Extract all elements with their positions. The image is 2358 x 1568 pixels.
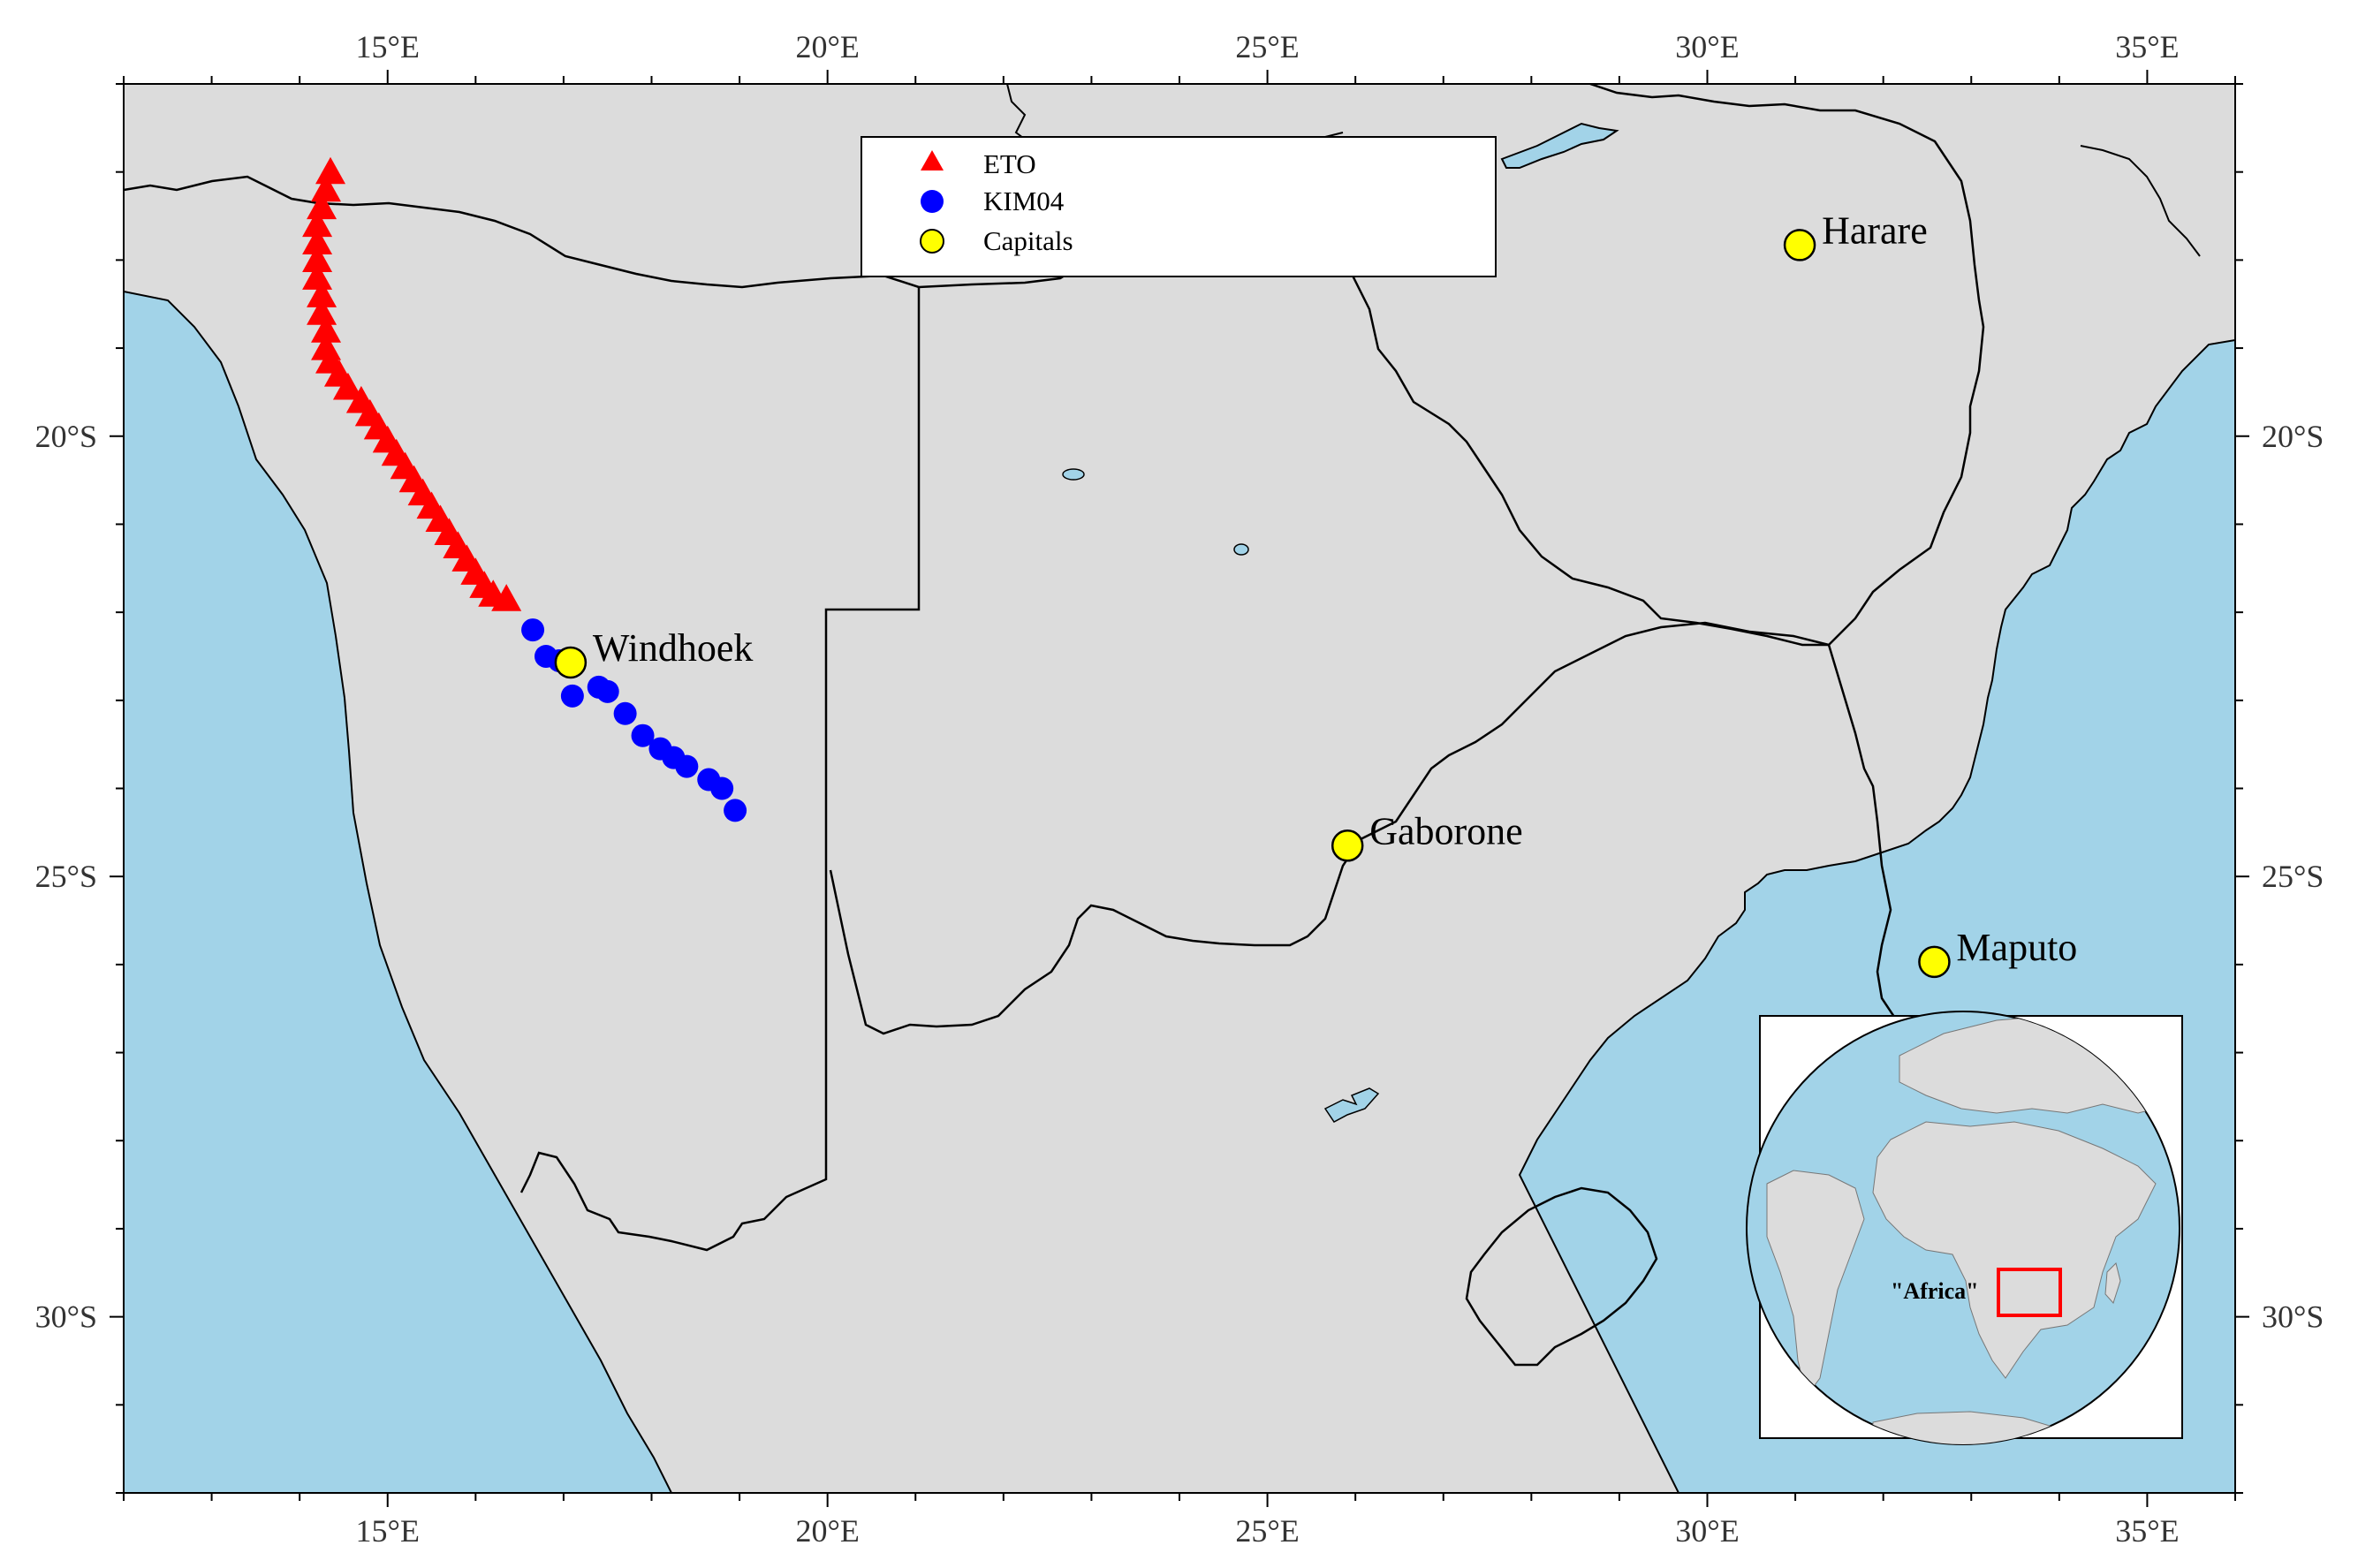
x-tick-label-top: 30°E [1675, 29, 1739, 64]
inset-africa [1872, 1121, 2157, 1379]
legend-capitals-marker [920, 229, 944, 254]
x-tick-label-top: 15°E [356, 29, 420, 64]
lake-kariba [1500, 122, 1619, 169]
inset-africa-label: "Africa" [1891, 1278, 1979, 1304]
y-tick-label-left: 20°S [35, 419, 97, 454]
x-tick-label-top: 35°E [2115, 29, 2179, 64]
kim04-point [613, 701, 637, 725]
eto-point [491, 584, 522, 611]
eto-point [307, 280, 337, 307]
capital-label: Windhoek [593, 626, 754, 670]
y-tick-label-right: 20°S [2262, 419, 2324, 454]
kim04-point [675, 754, 699, 778]
eto-point [302, 209, 333, 238]
y-tick-label-right: 25°S [2262, 859, 2324, 894]
legend-capitals-label: Capitals [983, 225, 1073, 256]
eto-point [332, 372, 363, 400]
eto-point [311, 174, 342, 202]
lesotho-border [1465, 1186, 1658, 1367]
capitals-layer: Windhoek Gaborone Harare Maputo [554, 208, 2077, 979]
inset-globe: "Africa" [1746, 1011, 2183, 1445]
legend-kim04-label: KIM04 [983, 186, 1065, 216]
x-tick-label-bottom: 15°E [356, 1513, 420, 1549]
vaal-dam [1323, 1087, 1380, 1123]
border-botswana-southafrica [829, 621, 1830, 1035]
y-tick-label-right: 30°S [2262, 1299, 2324, 1335]
capital-marker [1918, 945, 1951, 979]
inset-region-box [1997, 1268, 2062, 1317]
capital-marker [1783, 229, 1816, 261]
border-namibia-botswana [519, 287, 921, 1252]
x-tick-label-top: 20°E [795, 29, 859, 64]
inset-madagascar [2104, 1262, 2121, 1304]
river-zambezi-east [2080, 145, 2201, 257]
kim04-point [560, 684, 584, 708]
eto-point [315, 156, 346, 185]
eto-point [302, 227, 333, 255]
y-tick-label-left: 25°S [35, 859, 97, 894]
lake-small-1 [1062, 468, 1085, 481]
legend-box [861, 136, 1497, 277]
inset-south-america [1766, 1170, 1865, 1398]
legend-eto-label: ETO [983, 148, 1036, 179]
eto-point [307, 192, 337, 220]
x-tick-label-bottom: 25°E [1235, 1513, 1299, 1549]
capital-label: Harare [1822, 208, 1928, 252]
border-zimbabwe-mozambique [1589, 84, 1985, 646]
axis-ticks: 15°E 15°E 20°E 20°E 25°E 25°E 30°E 30°E 35°E 35°E… [35, 29, 2324, 1549]
capital-label: Gaborone [1369, 809, 1523, 852]
eto-points-layer [302, 156, 522, 611]
eto-point [311, 315, 342, 343]
eto-point [307, 298, 337, 325]
capital-label: Maputo [1956, 926, 2077, 969]
y-tick-label-left: 30°S [35, 1299, 97, 1335]
eto-point [302, 245, 333, 272]
land-southern-africa [124, 84, 2235, 1493]
border-zambezi-zimbabwe [1323, 189, 1829, 647]
x-tick-label-bottom: 30°E [1675, 1513, 1739, 1549]
eto-point [302, 262, 333, 290]
kim04-point [710, 776, 734, 800]
kim04-point [631, 723, 655, 747]
legend-eto-marker [921, 150, 944, 170]
capital-marker [1331, 829, 1364, 862]
lake-small-2 [1233, 543, 1249, 556]
x-tick-label-bottom: 35°E [2115, 1513, 2179, 1549]
kim04-point [724, 799, 747, 822]
kim04-point [521, 618, 545, 642]
x-tick-label-top: 25°E [1235, 29, 1299, 64]
legend: ETO KIM04 Capitals [861, 136, 1497, 277]
kim04-point [595, 679, 619, 703]
capital-marker [554, 646, 588, 679]
legend-kim04-marker [921, 190, 944, 213]
x-tick-label-bottom: 20°E [795, 1513, 859, 1549]
